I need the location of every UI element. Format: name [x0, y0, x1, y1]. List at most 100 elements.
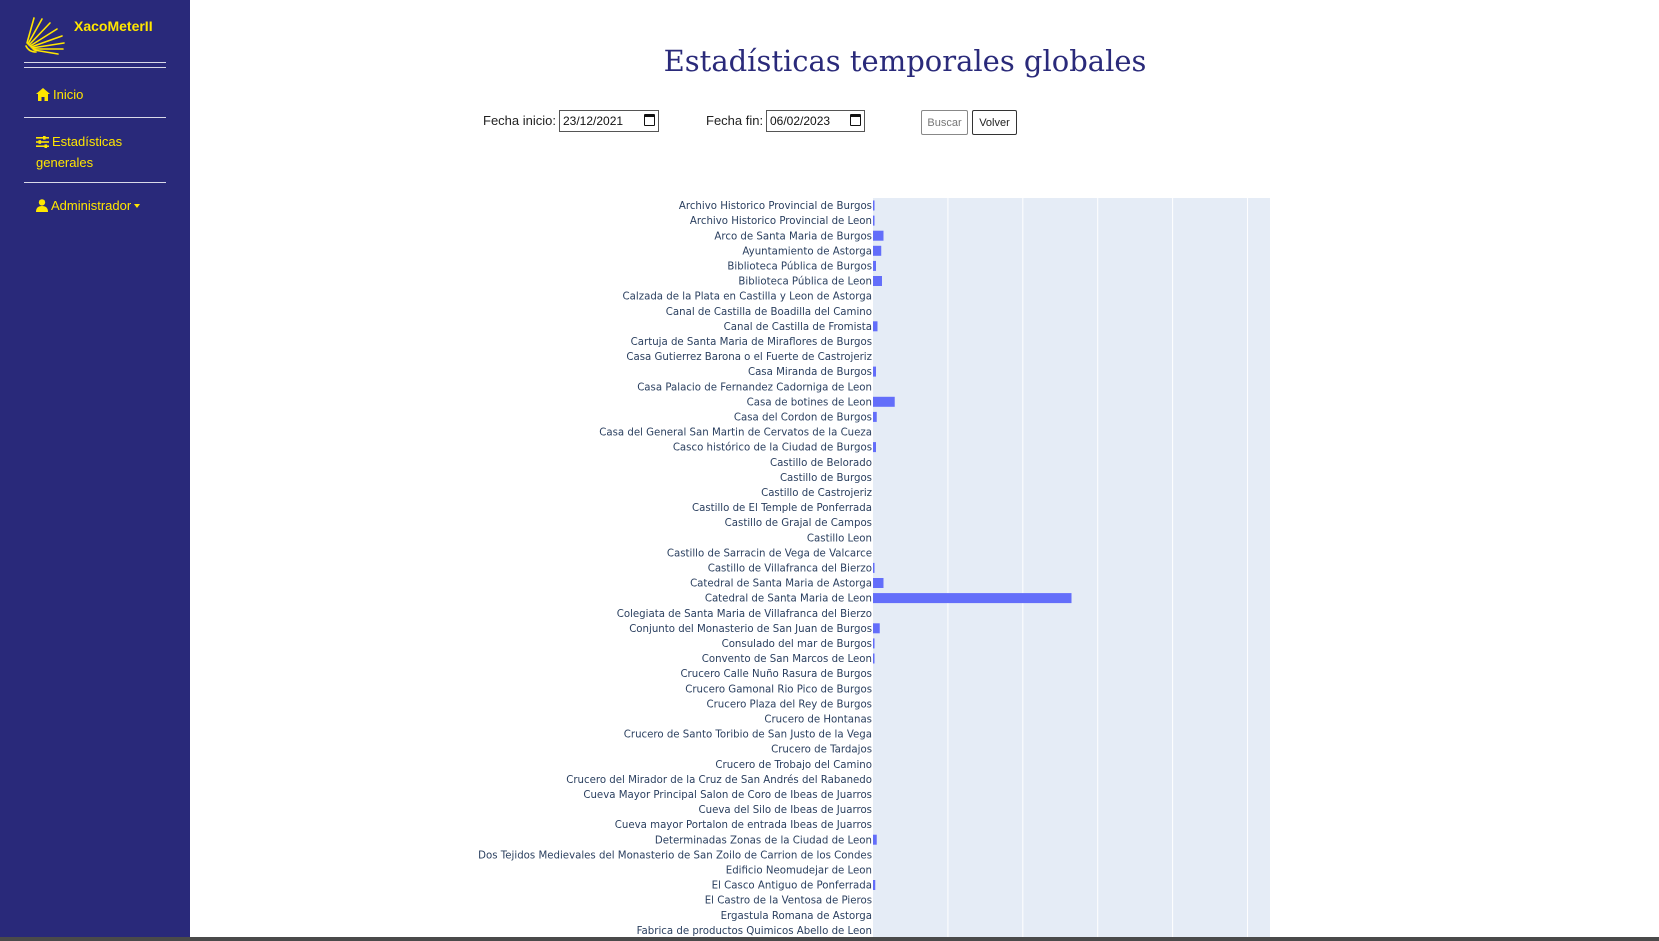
- y-tick-label: Castillo de Burgos: [780, 473, 872, 484]
- y-tick-label: Crucero de Tardajos: [771, 745, 872, 756]
- y-tick-label: Crucero de Trobajo del Camino: [715, 760, 872, 771]
- sidebar-divider: [24, 117, 166, 118]
- logo[interactable]: [24, 14, 68, 56]
- calendar-icon[interactable]: [850, 114, 861, 126]
- start-date-input[interactable]: 23/12/2021: [559, 110, 659, 132]
- bar: [873, 638, 875, 649]
- y-tick-label: El Castro de la Ventosa de Pieros: [705, 896, 872, 907]
- y-tick-label: Cueva Mayor Principal Salon de Coro de I…: [583, 790, 872, 801]
- y-tick-label: Casa Palacio de Fernandez Cadorniga de L…: [637, 382, 872, 393]
- y-tick-label: Fabrica de productos Quimicos Abello de …: [637, 926, 872, 937]
- sliders-icon: [36, 134, 49, 153]
- y-tick-label: Canal de Castilla de Boadilla del Camino: [666, 307, 872, 318]
- sidebar-item-inicio[interactable]: Inicio: [36, 85, 83, 106]
- sidebar-item-label: Inicio: [53, 87, 84, 102]
- sidebar: XacoMeterII Inicio Estadísticas generale…: [0, 0, 190, 937]
- bar: [873, 593, 1072, 604]
- bar: [873, 276, 882, 286]
- bar: [873, 578, 884, 588]
- y-tick-label: Archivo Historico Provincial de Leon: [690, 216, 872, 227]
- y-tick-label: Casa del General San Martin de Cervatos …: [599, 428, 872, 439]
- y-tick-label: Arco de Santa Maria de Burgos: [714, 231, 872, 242]
- start-date-label: Fecha inicio:: [483, 113, 556, 128]
- sidebar-divider: [24, 182, 166, 183]
- y-tick-label: Biblioteca Pública de Burgos: [727, 261, 872, 273]
- y-tick-label: Cueva mayor Portalon de entrada Ibeas de…: [615, 820, 872, 831]
- window-bottom-border: [0, 937, 1659, 941]
- bar: [873, 245, 882, 256]
- sidebar-divider: [24, 62, 166, 63]
- start-date-value: 23/12/2021: [563, 114, 624, 128]
- bar: [873, 321, 878, 332]
- app-brand[interactable]: XacoMeterII: [74, 18, 153, 34]
- bar: [873, 411, 877, 422]
- bar: [873, 396, 895, 407]
- home-icon: [36, 87, 50, 106]
- page-title: Estadísticas temporales globales: [663, 44, 1147, 78]
- y-tick-label: Ergastula Romana de Astorga: [721, 911, 872, 922]
- sidebar-divider: [24, 67, 166, 68]
- back-button[interactable]: Volver: [972, 110, 1017, 135]
- y-tick-label: Canal de Castilla de Fromista: [724, 322, 872, 333]
- sidebar-item-label-line2: generales: [36, 155, 94, 170]
- calendar-icon[interactable]: [644, 114, 655, 126]
- y-tick-label: Dos Tejidos Medievales del Monasterio de…: [478, 850, 872, 861]
- end-date-input[interactable]: 06/02/2023: [766, 110, 865, 132]
- end-date-value: 06/02/2023: [770, 114, 831, 128]
- y-tick-label: Castillo de Sarracin de Vega de Valcarce: [667, 548, 872, 559]
- bar: [873, 200, 875, 211]
- end-date-label: Fecha fin:: [706, 113, 764, 128]
- sidebar-item-label: Administrador: [51, 198, 132, 213]
- y-tick-label: Convento de San Marcos de Leon: [702, 654, 872, 665]
- bar: [873, 562, 875, 573]
- bar: [873, 366, 876, 377]
- y-tick-label: El Casco Antiguo de Ponferrada: [712, 881, 872, 892]
- bar: [873, 653, 875, 664]
- y-tick-label: Determinadas Zonas de la Ciudad de Leon: [655, 835, 872, 846]
- bar: [873, 834, 877, 845]
- bar: [873, 442, 876, 453]
- sidebar-item-administrador[interactable]: Administrador: [36, 196, 141, 217]
- y-tick-label: Ayuntamiento de Astorga: [742, 246, 872, 257]
- plot-background: [873, 198, 1270, 937]
- sidebar-item-label: Estadísticas: [52, 134, 123, 149]
- bar: [873, 260, 876, 271]
- y-tick-label: Crucero del Mirador de la Cruz de San An…: [566, 774, 872, 786]
- y-tick-label: Edificio Neomudejar de Leon: [726, 866, 872, 877]
- chevron-down-icon: [134, 204, 141, 208]
- y-tick-label: Casa Miranda de Burgos: [748, 367, 872, 378]
- y-tick-label: Cartuja de Santa Maria de Miraflores de …: [631, 337, 872, 348]
- y-tick-label: Consulado del mar de Burgos: [722, 639, 872, 650]
- search-button[interactable]: Buscar: [921, 110, 968, 135]
- y-tick-label: Casa del Cordon de Burgos: [734, 413, 872, 424]
- sidebar-item-estadisticas[interactable]: Estadísticas generales: [36, 132, 122, 172]
- y-tick-label: Casco histórico de la Ciudad de Burgos: [673, 442, 872, 454]
- y-tick-label: Colegiata de Santa Maria de Villafranca …: [617, 609, 872, 620]
- y-tick-label: Castillo de Belorado: [770, 458, 872, 469]
- y-tick-label: Catedral de Santa Maria de Astorga: [690, 579, 872, 590]
- y-tick-label: Castillo de Villafranca del Bierzo: [708, 564, 872, 575]
- y-tick-label: Biblioteca Pública de Leon: [738, 276, 872, 288]
- y-tick-label: Archivo Historico Provincial de Burgos: [679, 201, 872, 212]
- y-tick-label: Crucero Plaza del Rey de Burgos: [706, 699, 872, 710]
- y-tick-label: Casa Gutierrez Barona o el Fuerte de Cas…: [626, 352, 872, 363]
- y-tick-label: Crucero Gamonal Rio Pico de Burgos: [685, 684, 872, 695]
- user-icon: [36, 198, 48, 217]
- y-tick-label: Castillo Leon: [807, 533, 872, 544]
- bar: [873, 215, 875, 226]
- y-tick-label: Catedral de Santa Maria de Leon: [705, 594, 872, 605]
- y-tick-label: Casa de botines de Leon: [747, 397, 872, 408]
- bar: [873, 880, 876, 890]
- bar: [873, 230, 884, 241]
- y-tick-label: Calzada de la Plata en Castilla y Leon d…: [623, 292, 872, 303]
- y-tick-label: Crucero de Hontanas: [764, 715, 872, 726]
- y-tick-label: Castillo de Castrojeriz: [761, 488, 872, 499]
- y-tick-label: Castillo de Grajal de Campos: [725, 518, 872, 529]
- y-tick-label: Crucero Calle Nuño Rasura de Burgos: [680, 669, 872, 680]
- y-tick-label: Cueva del Silo de Ibeas de Juarros: [699, 805, 872, 816]
- y-tick-label: Crucero de Santo Toribio de San Justo de…: [624, 730, 872, 741]
- scallop-shell-icon: [25, 17, 65, 55]
- y-tick-label: Castillo de El Temple de Ponferrada: [692, 503, 872, 514]
- y-tick-label: Conjunto del Monasterio de San Juan de B…: [629, 624, 872, 635]
